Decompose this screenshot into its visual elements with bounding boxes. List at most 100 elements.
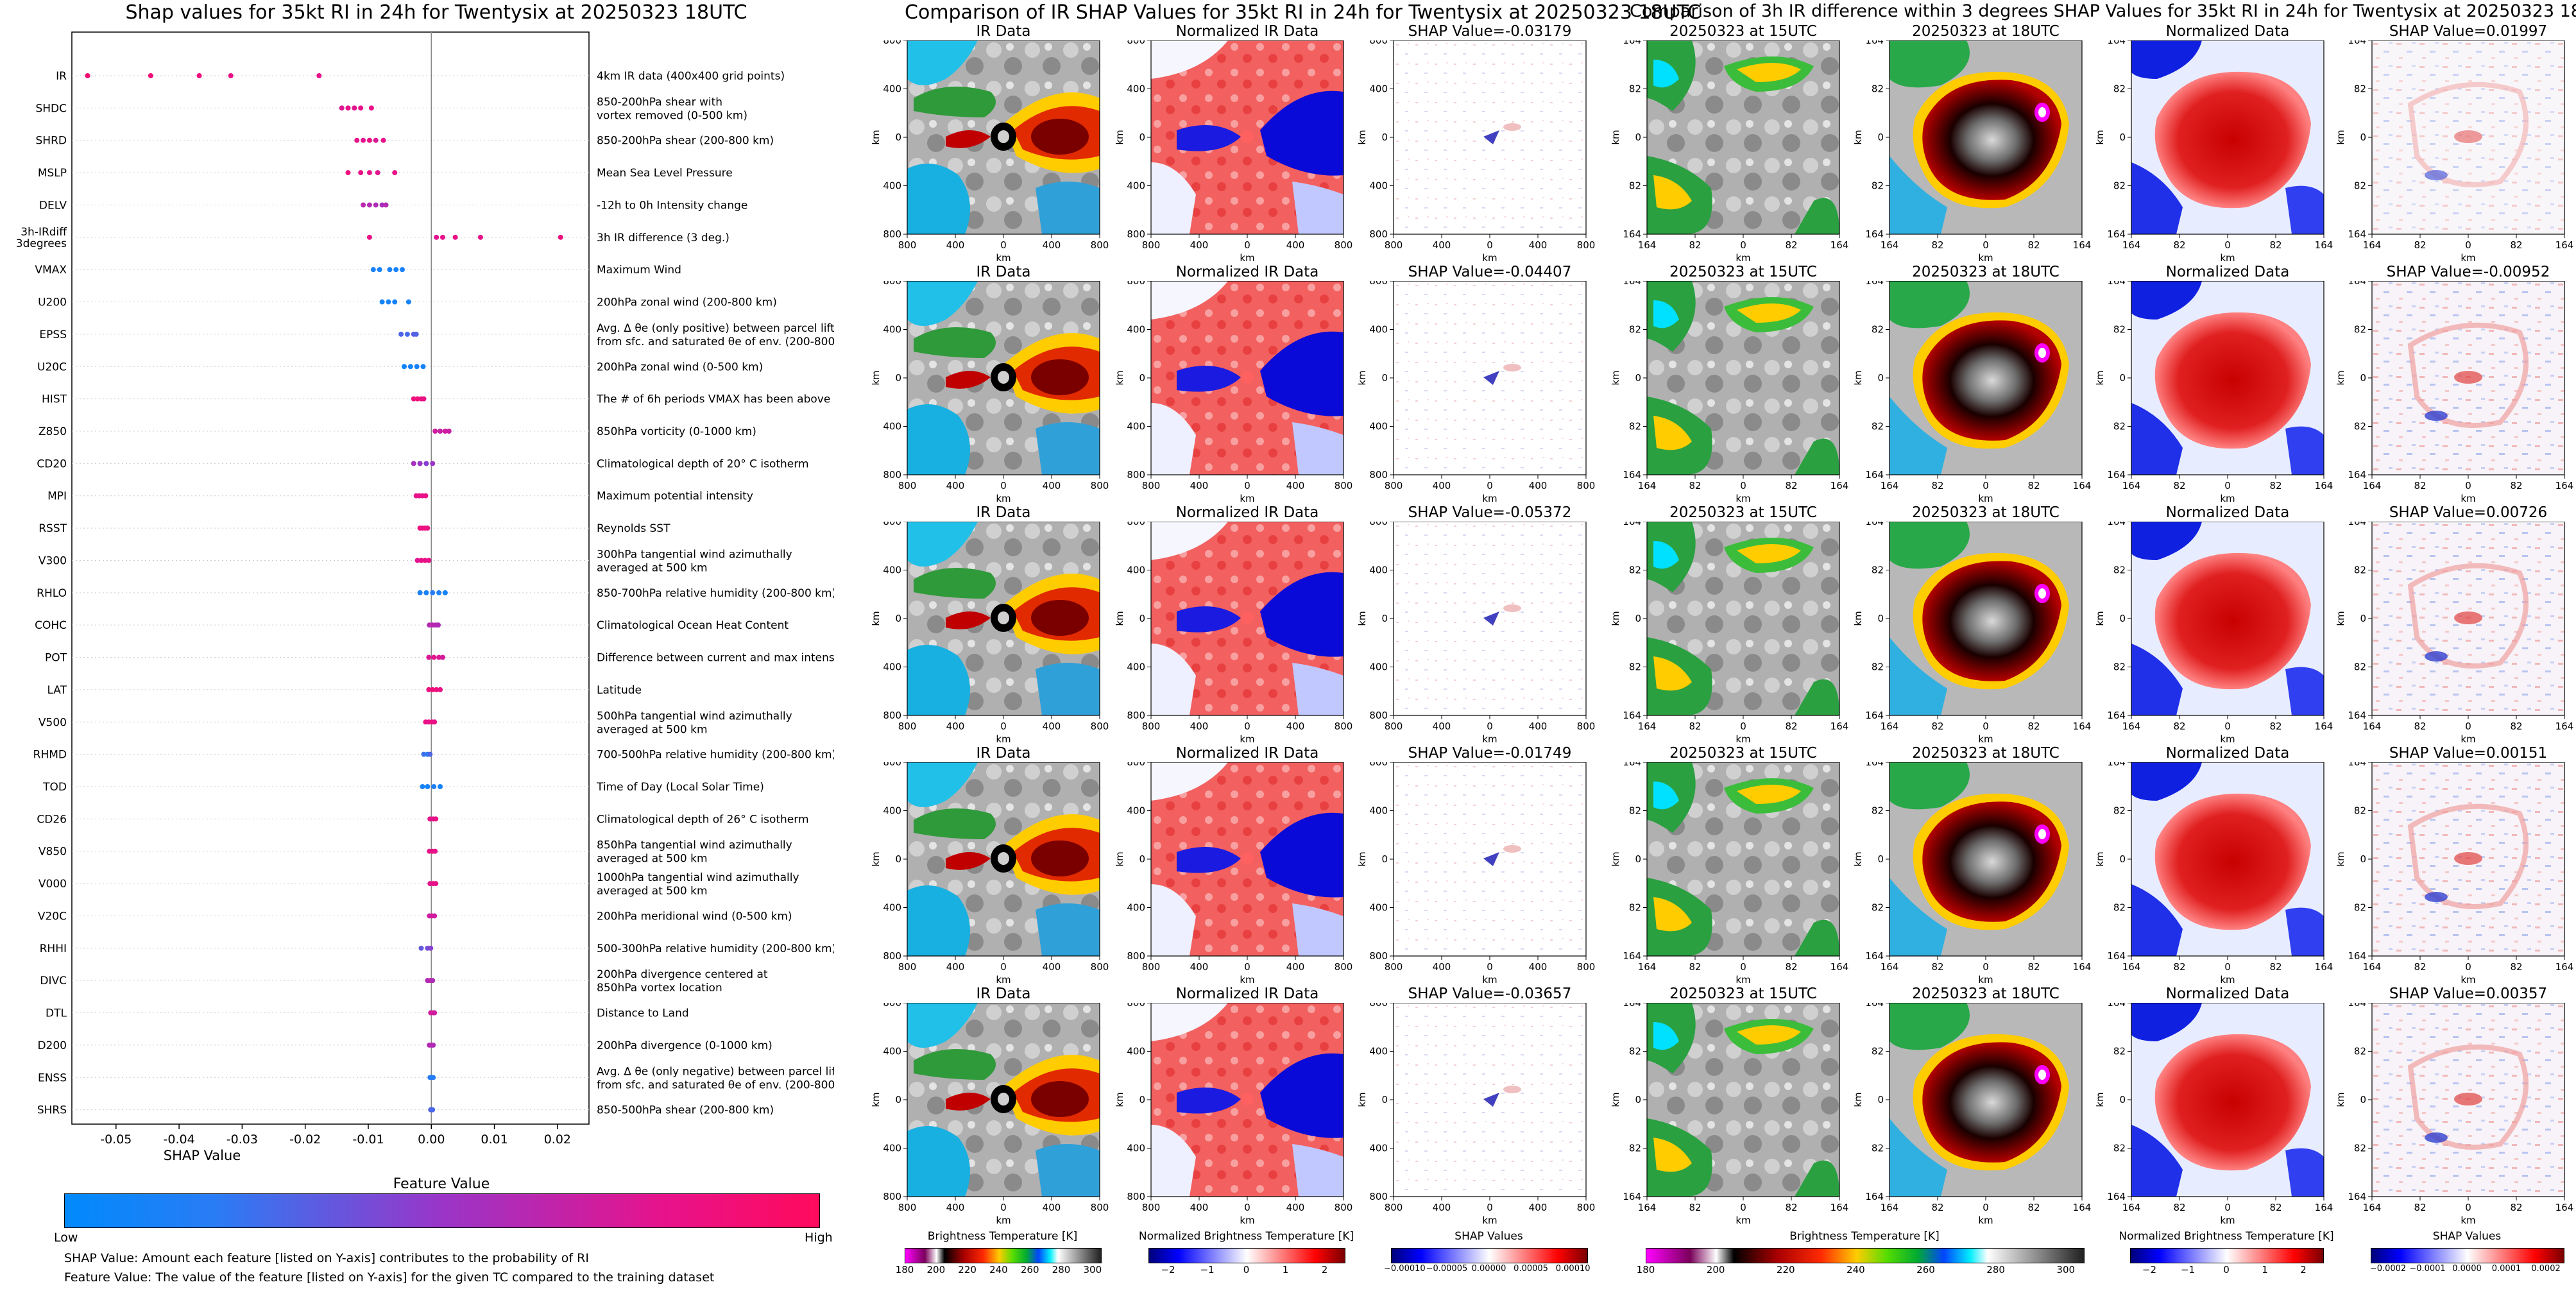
shap-hotspot [1503, 604, 1521, 612]
x-tick-label: 82 [2414, 480, 2426, 491]
x-tick-label: 800 [1577, 721, 1596, 732]
x-tick-label: 82 [2269, 961, 2282, 973]
x-tick-label: 164 [2073, 1202, 2092, 1213]
feature-label: RHHI [40, 943, 67, 955]
shap2-ring [2407, 1044, 2529, 1150]
feature-description: Difference between current and max inten… [597, 652, 834, 665]
y-tick-label: 0 [1877, 853, 1884, 865]
x-tick-label: 800 [1142, 961, 1161, 973]
feature-description: 200hPa zonal wind (200-800 km) [597, 296, 777, 309]
shap-point [477, 234, 483, 240]
x-tick-label: 400 [1286, 1202, 1305, 1213]
feature-label: MSLP [38, 167, 67, 180]
shap-point [432, 848, 438, 854]
x-tick-label: 82 [2414, 239, 2426, 251]
y-tick-label: 164 [2348, 950, 2366, 962]
y-tick-label: 164 [1865, 710, 1884, 721]
panel-title: SHAP Value=-0.03657 [1408, 986, 1572, 1002]
colorbar-tick-label: −0.00010 [1384, 1264, 1426, 1274]
x-tick-label: 82 [2414, 961, 2426, 973]
shap-point [358, 105, 364, 111]
shap-point [438, 687, 443, 692]
x-tick-label: 0 [1000, 480, 1007, 491]
ir15-cloud [1795, 438, 1839, 475]
shap-point [400, 267, 405, 273]
panel-title: 20250323 at 15UTC [1669, 504, 1817, 521]
shap-point [432, 719, 438, 725]
x-axis-label: km [2461, 974, 2475, 986]
ir18-cloud [1889, 522, 1970, 569]
shap-point [442, 429, 448, 434]
shap2-wash [2372, 40, 2564, 234]
norm-warm-area [1151, 1003, 1228, 1041]
x-tick-label: 400 [1529, 721, 1548, 732]
y-axis-label: km [2096, 611, 2106, 626]
beeswarm-chart: IR 4km IR data (400x400 grid points) SHDC 8… [16, 31, 834, 1163]
norm18-warm [2131, 1003, 2202, 1041]
feature-description: 850-700hPa relative humidity (200-800 km… [597, 587, 834, 600]
shap-point [430, 461, 436, 466]
y-tick-label: 82 [2113, 324, 2126, 336]
x-tick-label: 82 [2269, 721, 2282, 732]
ir15-cloud [1653, 1138, 1692, 1172]
x-tick-label: 82 [2269, 239, 2282, 251]
y-tick-label: 82 [1629, 902, 1641, 914]
x-tick-label: 0 [2465, 239, 2471, 251]
panel-title: Normalized IR Data [1175, 986, 1319, 1002]
ir-cloud-band [1036, 1144, 1100, 1197]
x-tick-label: 82 [2510, 721, 2522, 732]
feature-description: Distance to Land [597, 1007, 689, 1020]
x-tick-label: 164 [2315, 961, 2333, 973]
x-tick-label: 400 [1043, 721, 1061, 732]
ir-cloud-band [1036, 903, 1100, 956]
shap-value-note: SHAP Value: Amount each feature [listed … [64, 1251, 589, 1265]
shap-point [358, 170, 364, 176]
y-tick-label: 82 [1629, 421, 1641, 432]
x-tick-label: -0.01 [352, 1132, 384, 1147]
beeswarm-frame [71, 31, 590, 1125]
x-tick-label: 164 [1830, 480, 1849, 491]
norm-warm-area [1151, 762, 1228, 801]
y-tick-label: 164 [2107, 40, 2126, 46]
y-tick-label: 82 [2113, 902, 2126, 914]
y-tick-label: 800 [1127, 228, 1145, 240]
x-tick-label: 164 [2073, 239, 2092, 251]
y-tick-label: 82 [1872, 83, 1884, 95]
x-tick-label: 0 [1983, 239, 1989, 251]
shap-point [427, 751, 433, 757]
x-tick-label: 800 [1385, 480, 1403, 491]
norm18-warm [2131, 644, 2183, 715]
x-tick-label: 400 [1190, 480, 1209, 491]
y-tick-label: 164 [2348, 228, 2366, 240]
shap-point [387, 267, 393, 273]
colorbar-tick-label: −1 [2180, 1264, 2196, 1276]
ir-cloud-band [914, 1049, 996, 1080]
ir18-cold-core [1922, 320, 2061, 441]
y-tick-label: 800 [1127, 40, 1145, 46]
shap-point [405, 299, 411, 305]
ir15-cloud [1737, 544, 1801, 563]
shap-point [434, 234, 439, 240]
y-tick-label: 164 [2348, 469, 2366, 481]
feature-label: U200 [38, 296, 67, 309]
x-tick-label: 164 [2363, 961, 2382, 973]
y-tick-label: 800 [1127, 1003, 1145, 1009]
x-tick-label: 0 [1487, 480, 1493, 491]
x-tick-label: 164 [2122, 239, 2141, 251]
colorbar-tick-label: 1 [2262, 1264, 2268, 1276]
shap-point [411, 461, 416, 466]
bt-colorbar-2 [1646, 1248, 2085, 1263]
x-tick-label: 0 [1244, 239, 1250, 251]
y-tick-label: 800 [1369, 228, 1388, 240]
x-tick-label: 164 [1881, 1202, 1899, 1213]
shap-point [418, 945, 424, 951]
y-tick-label: 0 [2360, 853, 2366, 865]
colorbar-tick-label: 2 [1321, 1264, 1328, 1276]
x-axis-label: km [1240, 733, 1254, 745]
x-tick-label: 800 [1577, 239, 1596, 251]
